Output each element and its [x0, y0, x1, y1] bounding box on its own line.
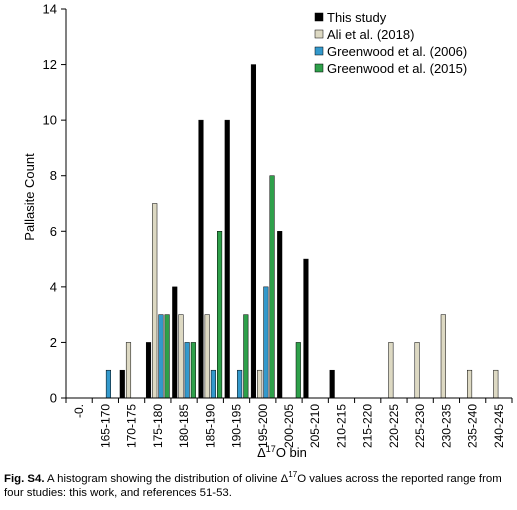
bar-2-195-200 [257, 369, 263, 399]
legend: This study Ali et al. (2018) Greenwood et … [314, 10, 467, 76]
y-tick-label-14: 14 [43, 2, 57, 17]
y-tick-label-8: 8 [50, 168, 57, 183]
bar-2-220-225 [388, 342, 394, 399]
bar-2-240-245 [493, 369, 499, 399]
caption-text-before: A histogram showing the distribution of … [44, 472, 289, 485]
bar-1-175-180 [145, 342, 152, 399]
x-tick-label-240-245: 240-245 [492, 404, 506, 448]
bar-3-195-200 [263, 286, 269, 399]
x-axis-label-suffix: O bin [276, 445, 307, 460]
bar-4-175-180 [164, 314, 170, 399]
legend-label-2: Ali et al. (2018) [327, 27, 414, 42]
y-tick-labels: 0 2 4 6 8 10 12 14 [43, 2, 57, 406]
figure-caption: Fig. S4. A histogram showing the distrib… [4, 468, 512, 500]
y-tick-label-0: 0 [50, 391, 57, 406]
x-tick-label--0.: -0. [72, 404, 86, 418]
y-tick-label-12: 12 [43, 57, 57, 72]
bar-1-205-210 [303, 258, 309, 399]
bar-3-185-190 [210, 369, 216, 399]
x-tick-label-190-195: 190-195 [230, 404, 244, 448]
legend-label-3: Greenwood et al. (2006) [327, 44, 467, 59]
x-tick-label-195-200: 195-200 [256, 404, 270, 448]
x-axis-label: Δ17O bin [257, 444, 307, 460]
bar-2-230-235 [440, 314, 446, 399]
x-tick-label-200-205: 200-205 [282, 404, 296, 448]
bar-3-165-170 [105, 369, 112, 399]
legend-swatch-3 [314, 46, 324, 56]
x-tick-label-165-170: 165-170 [98, 404, 112, 448]
y-tick-label-10: 10 [43, 113, 57, 128]
y-tick-label-4: 4 [50, 279, 57, 294]
bar-1-210-215 [329, 369, 335, 399]
legend-label-1: This study [327, 10, 387, 25]
legend-swatch-4 [314, 63, 324, 73]
bar-2-175-180 [152, 203, 158, 399]
bar-1-170-175 [119, 369, 125, 399]
legend-label-4: Greenwood et al. (2015) [327, 61, 467, 76]
bar-2-235-240 [467, 369, 473, 399]
bar-1-185-190 [198, 119, 204, 399]
bar-4-200-205 [295, 342, 301, 399]
bar-4-180-185 [190, 342, 196, 399]
y-tick-label-6: 6 [50, 224, 57, 239]
x-tick-label-170-175: 170-175 [125, 404, 139, 448]
caption-label: Fig. S4. [4, 472, 45, 485]
x-tick-label-220-225: 220-225 [387, 404, 401, 448]
bar-3-175-180 [158, 314, 164, 399]
bar-2-225-230 [414, 342, 420, 399]
bar-1-180-185 [172, 286, 178, 399]
x-tick-label-230-235: 230-235 [439, 404, 453, 448]
bar-1-195-200 [250, 64, 257, 399]
bar-4-190-195 [243, 314, 249, 399]
histogram-chart: 0 2 4 6 8 10 12 14 -0. 165-170 170-175 175-180 180-… [22, 2, 513, 460]
legend-swatch-2 [314, 29, 324, 39]
x-tick-label-175-180: 175-180 [151, 404, 165, 448]
x-tick-labels: -0. 165-170 170-175 175-180 180-185 185-190 19… [72, 404, 506, 448]
x-tick-label-210-215: 210-215 [334, 404, 348, 448]
legend-swatch-1 [314, 12, 324, 22]
x-tick-label-215-220: 215-220 [361, 404, 375, 448]
x-tick-label-205-210: 205-210 [308, 404, 322, 448]
bar-3-190-195 [237, 369, 243, 399]
x-axis-label-prefix: Δ [257, 445, 266, 460]
bar-1-190-195 [224, 119, 230, 399]
axes-layer [61, 8, 513, 403]
bar-1-200-205 [277, 231, 283, 399]
caption-text-after: O values across the reported range from … [4, 472, 502, 499]
x-tick-label-185-190: 185-190 [203, 404, 217, 448]
y-axis-label: Pallasite Count [22, 153, 37, 241]
bar-4-195-200 [269, 175, 275, 399]
bars-layer [105, 64, 499, 399]
bar-2-180-185 [178, 314, 184, 399]
bar-2-170-175 [125, 342, 132, 399]
x-tick-label-235-240: 235-240 [466, 404, 480, 448]
caption-sup: 17 [288, 470, 298, 479]
bar-3-180-185 [184, 342, 190, 399]
bar-4-185-190 [217, 231, 223, 399]
y-tick-label-2: 2 [50, 335, 57, 350]
x-tick-label-180-185: 180-185 [177, 404, 191, 448]
bar-2-185-190 [204, 314, 210, 399]
x-tick-label-225-230: 225-230 [413, 404, 427, 448]
x-axis-label-sup: 17 [266, 444, 276, 454]
